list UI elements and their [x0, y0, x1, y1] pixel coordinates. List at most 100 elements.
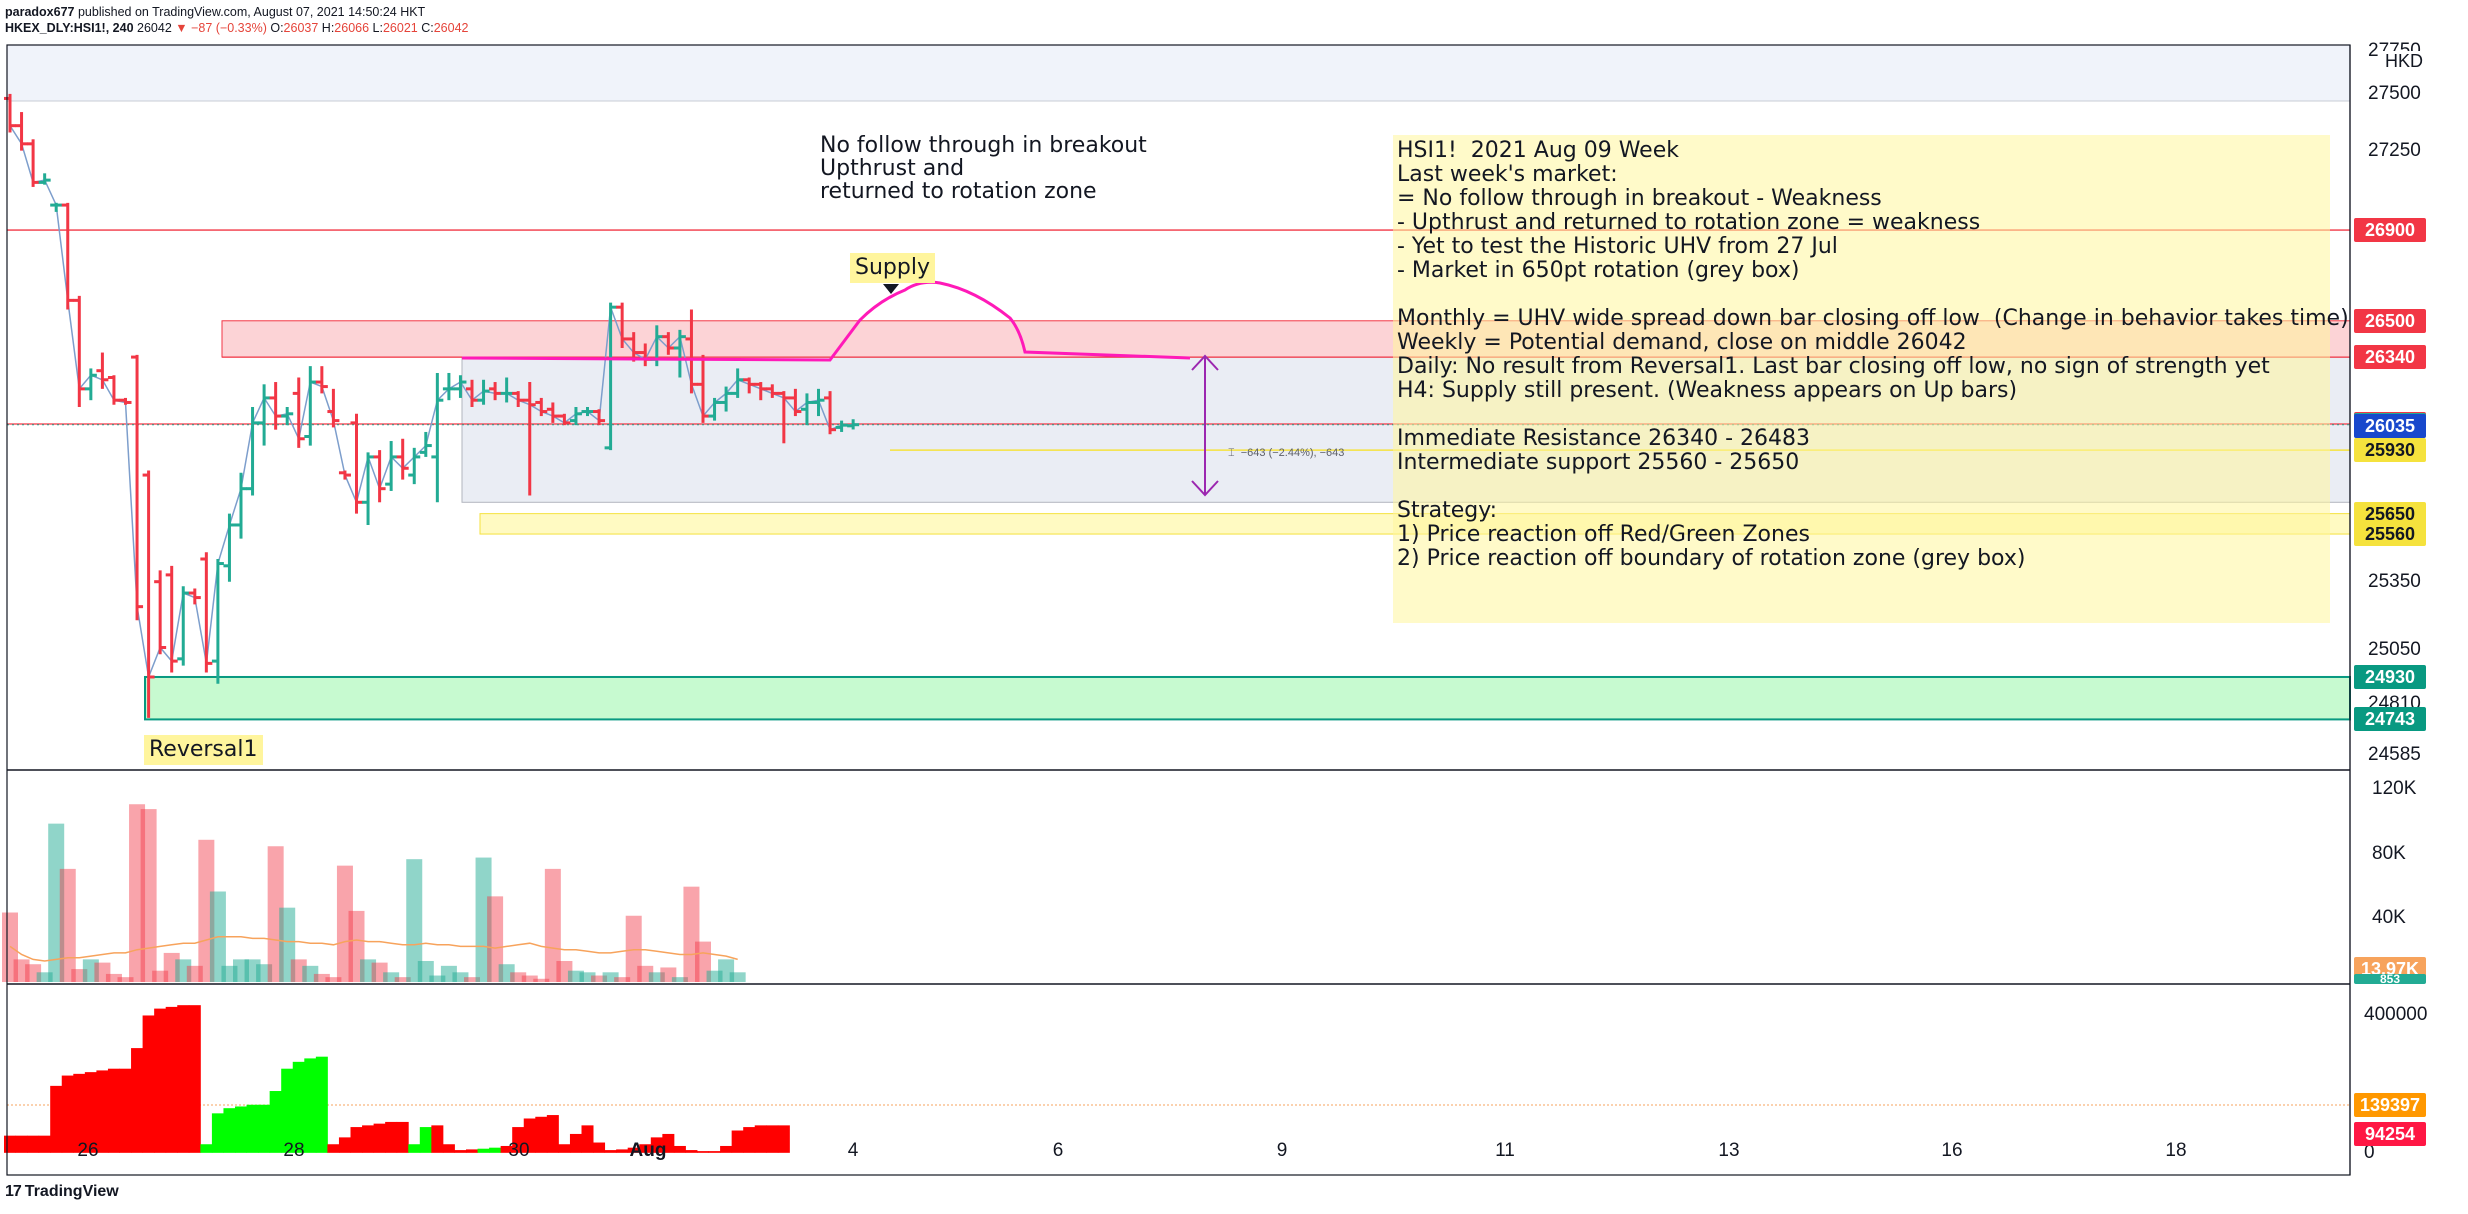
volume-bar	[186, 965, 203, 982]
osc-bar	[200, 1144, 213, 1153]
price-bar	[777, 391, 790, 444]
price-label: 26900	[2354, 218, 2426, 243]
price-bar	[177, 586, 190, 666]
price-bar	[246, 407, 259, 496]
osc-bar	[38, 1135, 51, 1153]
price-label: 25560	[2354, 522, 2426, 547]
time-tick: 18	[2165, 1140, 2187, 1161]
osc-bar	[535, 1116, 548, 1153]
volume-tick: 120K	[2372, 778, 2417, 800]
price-bar	[269, 382, 282, 430]
author-name[interactable]: paradox677	[5, 5, 75, 19]
volume-bars	[2, 804, 746, 982]
price-bar	[800, 393, 813, 426]
price-bar	[569, 407, 582, 426]
note-line	[1397, 403, 1404, 427]
oscillator-bars	[4, 1005, 2350, 1153]
price-bar	[258, 384, 271, 446]
price-label: 26035	[2354, 414, 2426, 439]
price-tick: 27500	[2368, 82, 2421, 104]
osc-bar	[500, 1145, 513, 1153]
annotation-line-1: No follow through in breakout	[820, 133, 1147, 158]
time-tick: 9	[1276, 1140, 1288, 1161]
reversal-label: Reversal1	[144, 735, 263, 765]
price-bar	[581, 407, 594, 417]
chart-header: paradox677 published on TradingView.com,…	[5, 2, 469, 38]
osc-bar	[223, 1108, 236, 1153]
price-bar	[662, 332, 675, 355]
price-tick: 25050	[2368, 638, 2421, 660]
price-bar	[107, 375, 120, 405]
analysis-note-box	[1393, 135, 2330, 623]
price-bars[interactable]	[4, 93, 860, 718]
osc-bar	[15, 1135, 28, 1153]
price-bar	[396, 438, 409, 480]
price-label: 24930	[2354, 664, 2426, 689]
volume-bar	[521, 975, 538, 982]
osc-bar	[558, 1144, 571, 1153]
osc-bar	[593, 1142, 606, 1153]
tradingview-logo-icon: 17	[5, 1183, 22, 1200]
volume-bar	[256, 964, 273, 982]
volume-bar	[579, 972, 596, 982]
price-bar	[27, 139, 40, 187]
price-bar	[604, 302, 617, 451]
note-line: Immediate Resistance 26340 - 26483	[1397, 426, 1811, 451]
note-line: 1) Price reaction off Red/Green Zones	[1397, 522, 1810, 547]
price-bar	[754, 382, 767, 401]
price-bar	[535, 397, 548, 417]
osc-bar	[569, 1133, 582, 1153]
osc-bar	[604, 1150, 617, 1153]
volume-bar	[59, 868, 76, 982]
osc-bar	[119, 1068, 132, 1153]
price-bar	[61, 202, 74, 310]
time-tick: 26	[77, 1140, 99, 1161]
osc-bar	[673, 1145, 686, 1153]
osc-bar	[27, 1135, 40, 1153]
osc-bar	[685, 1150, 698, 1153]
price-bar	[789, 388, 802, 417]
close-label: C:	[421, 21, 434, 35]
price-bar	[96, 352, 109, 389]
price-bar	[84, 368, 97, 401]
note-line: - Upthrust and returned to rotation zone…	[1397, 210, 1981, 235]
note-line: = No follow through in breakout - Weakne…	[1397, 186, 1882, 211]
volume-bar	[464, 977, 480, 982]
osc-bar	[766, 1125, 779, 1153]
osc-bar	[546, 1115, 559, 1153]
note-line: Strategy:	[1397, 498, 1498, 523]
time-tick: 4	[847, 1140, 859, 1161]
price-bar	[477, 379, 490, 405]
osc-bar	[131, 1048, 144, 1153]
price-bar	[824, 391, 837, 435]
volume-bar	[117, 977, 134, 982]
price-label: 26340	[2354, 345, 2426, 370]
osc-bar	[442, 1144, 455, 1153]
price-bar	[119, 397, 132, 405]
top-grey-band	[7, 45, 2350, 101]
tradingview-footer[interactable]: 17 TradingView	[5, 1183, 119, 1201]
osc-tick: 0	[2364, 1141, 2375, 1163]
currency-label[interactable]: HKD	[2382, 51, 2427, 72]
volume-bar	[313, 973, 330, 982]
volume-bar	[336, 865, 353, 982]
volume-bar	[602, 972, 619, 982]
price-bar	[362, 452, 375, 525]
osc-bar	[327, 1144, 340, 1153]
publish-line: paradox677 published on TradingView.com,…	[5, 2, 469, 22]
price-bar	[697, 354, 709, 423]
time-tick: 13	[1718, 1140, 1740, 1161]
volume-bar	[140, 809, 157, 982]
osc-bar	[523, 1118, 536, 1153]
price-bar	[546, 402, 559, 423]
price-label: 25650	[2354, 501, 2426, 526]
supply-marker	[883, 284, 899, 294]
price-bar	[235, 472, 247, 539]
volume-bar	[498, 964, 515, 982]
volume-tick: 80K	[2372, 842, 2406, 864]
volume-bar	[729, 972, 746, 982]
osc-bar	[639, 1144, 652, 1153]
osc-bar	[720, 1145, 733, 1153]
osc-bar	[431, 1125, 444, 1153]
price-bar	[593, 409, 606, 426]
